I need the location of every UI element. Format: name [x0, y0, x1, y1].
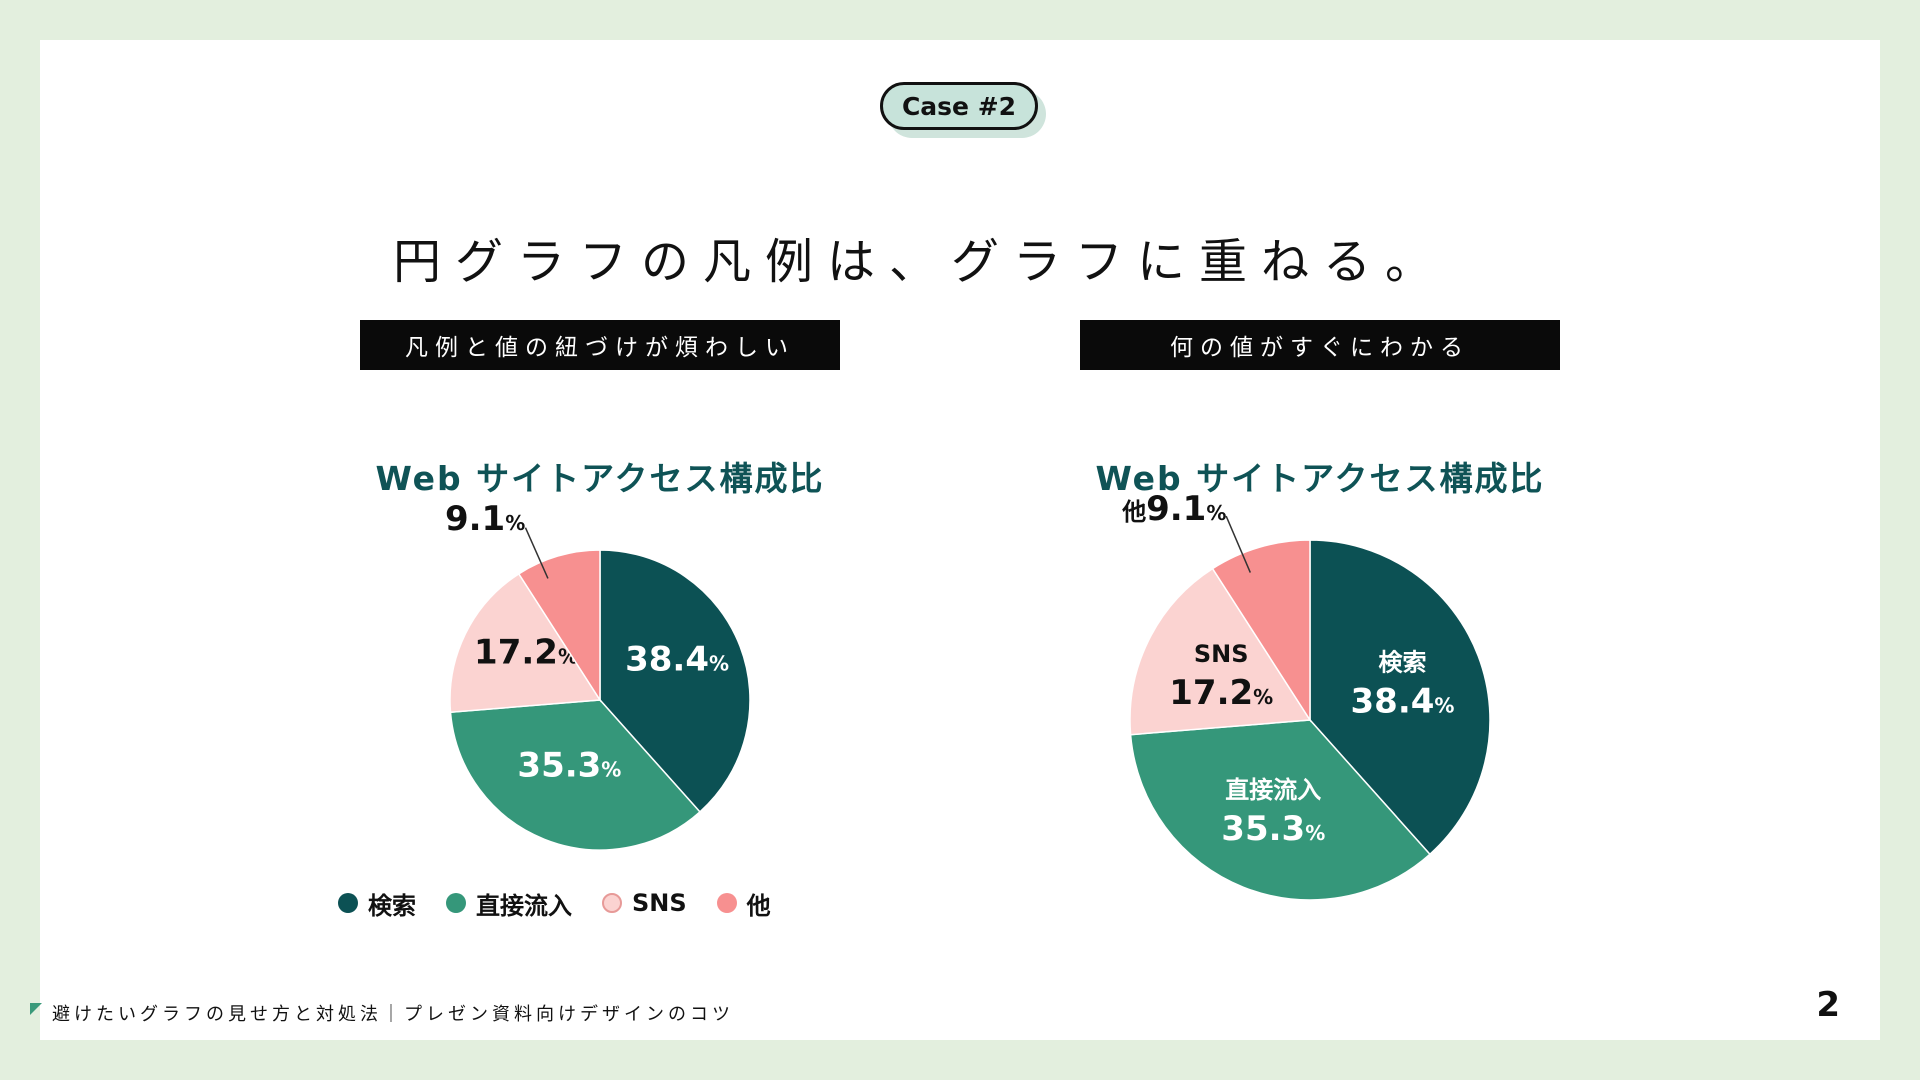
- pie-slice-other: [1211, 539, 1311, 723]
- left-pie-chart: 38.4%35.3%17.2%9.1%: [445, 499, 751, 851]
- slice-name-search: 検索: [1378, 649, 1426, 677]
- legend-item-search: 検索: [338, 886, 416, 921]
- footer-caption: 避けたいグラフの見せ方と対処法｜プレゼン資料向けデザインのコツ: [52, 1004, 734, 1025]
- legend-label-sns: SNS: [632, 889, 687, 917]
- pie-slice-search: [1309, 539, 1491, 856]
- pie-slice-direct: [449, 699, 701, 851]
- footer-mark-icon: [30, 1003, 42, 1015]
- case-badge-label: Case #2: [880, 82, 1038, 130]
- slice-name-direct: 直接流入: [1225, 776, 1321, 804]
- legend-label-direct: 直接流入: [476, 891, 572, 920]
- legend-label-other: 他: [746, 891, 771, 920]
- case-badge: Case #2: [880, 82, 1048, 144]
- leader-line-other: [524, 527, 549, 579]
- slice-value-other: 9.1%: [1146, 489, 1226, 529]
- legend-swatch-other: [716, 893, 737, 913]
- legend-swatch-search: [338, 893, 358, 913]
- slice-name-other: 他: [1121, 498, 1146, 526]
- slide-title: 円グラフの凡例は、グラフに重ねる。: [392, 234, 1447, 290]
- legend-label-search: 検索: [368, 891, 416, 920]
- legend-swatch-sns: [602, 893, 622, 913]
- pie-slice-sns: [449, 572, 602, 714]
- slice-name-sns: SNS: [1194, 640, 1249, 668]
- slice-value-search: 38.4%: [625, 640, 729, 680]
- left-chart-legend: 検索 直接流入 SNS 他: [338, 886, 838, 920]
- leader-line-other: [1225, 515, 1252, 573]
- legend-item-direct: 直接流入: [446, 886, 572, 921]
- slide: [40, 40, 1880, 1040]
- pie-slice-sns: [1129, 567, 1312, 736]
- pie-slice-search: [599, 549, 751, 813]
- legend-item-other: 他: [716, 886, 771, 921]
- left-chart-title: Web サイトアクセス構成比: [375, 459, 825, 498]
- legend-swatch-direct: [446, 893, 466, 913]
- right-panel-tag: 何の値がすぐにわかる: [1080, 320, 1560, 370]
- right-chart-title: Web サイトアクセス構成比: [1095, 459, 1545, 498]
- pie-slice-direct: [1129, 719, 1431, 901]
- pie-slice-other: [517, 549, 601, 703]
- page-number: 2: [1816, 985, 1840, 1025]
- legend-item-sns: SNS: [602, 889, 687, 917]
- left-panel-tag: 凡例と値の紐づけが煩わしい: [360, 320, 840, 370]
